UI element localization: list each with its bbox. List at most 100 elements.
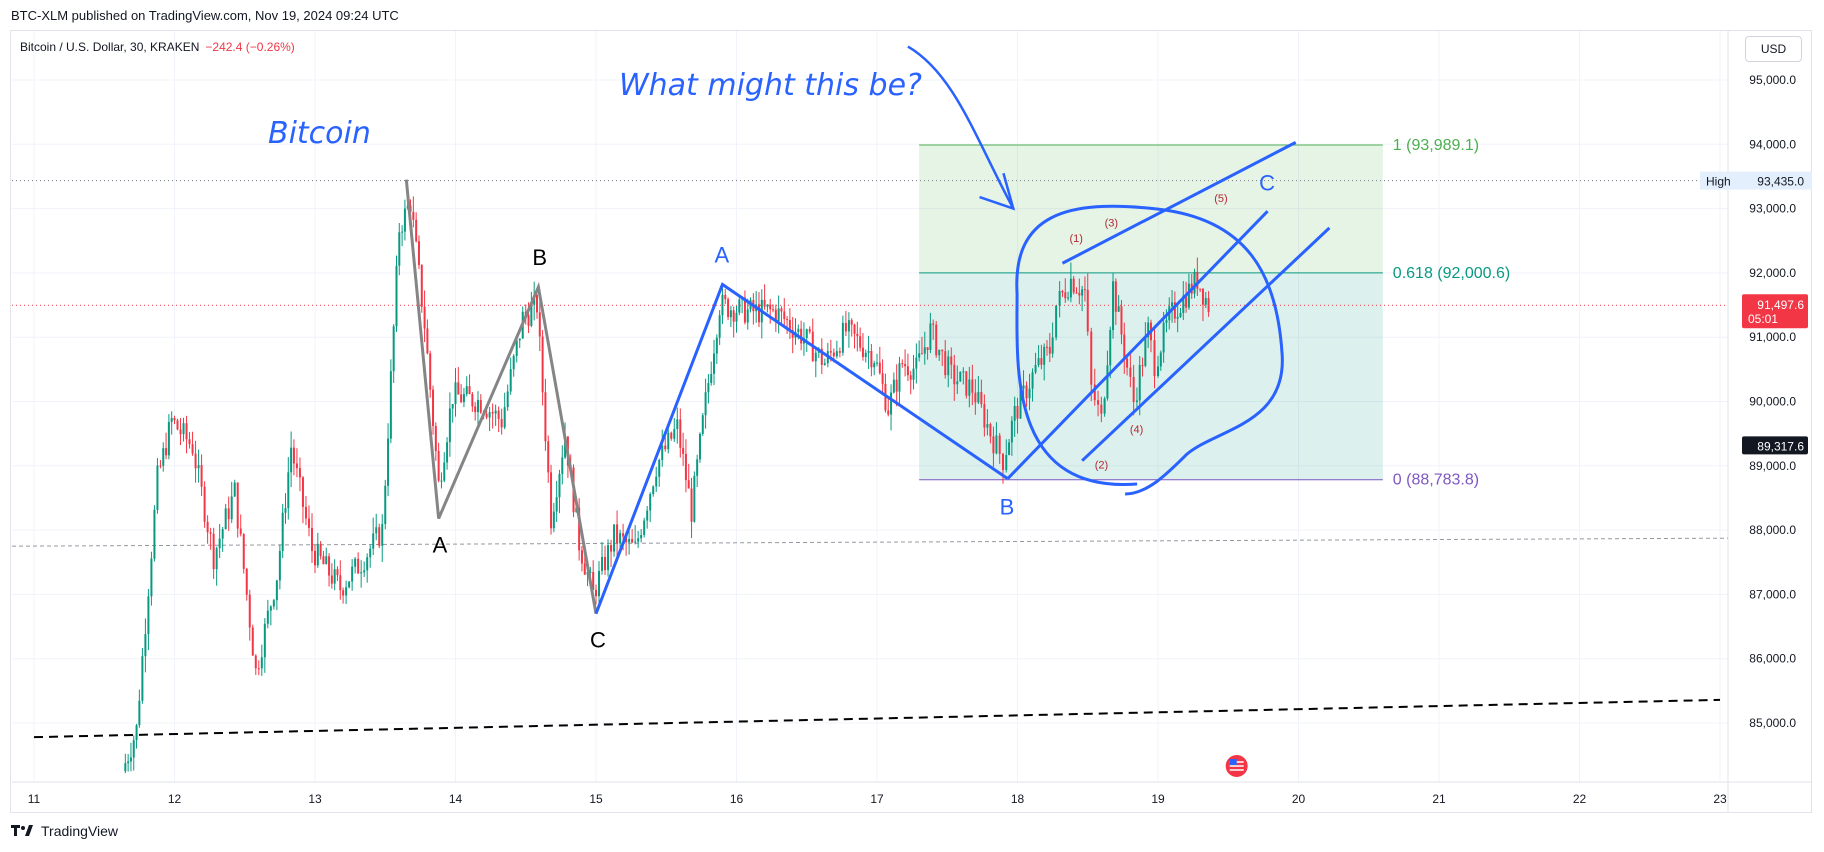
candle-body: [392, 326, 395, 372]
candle-body: [1086, 289, 1089, 332]
candle-body: [339, 575, 342, 591]
candle-body: [974, 392, 977, 403]
candle-body: [909, 375, 912, 380]
candle-body: [417, 241, 420, 265]
x-tick-label: 12: [168, 792, 182, 806]
candle-body: [200, 465, 203, 487]
candle-body: [892, 379, 895, 393]
candle-body: [138, 700, 141, 726]
candle-body: [512, 355, 515, 370]
candle-body: [1165, 320, 1168, 323]
candle-body: [1109, 330, 1112, 366]
candle-body: [348, 581, 351, 588]
candle-body: [251, 627, 254, 656]
candle-body: [1051, 337, 1054, 354]
candle-body: [124, 763, 127, 772]
candle-body: [829, 351, 832, 353]
candle-body: [509, 369, 512, 392]
candle-body: [738, 299, 741, 313]
y-tick-label: 87,000.0: [1749, 587, 1796, 601]
candle-body: [284, 508, 287, 513]
candle-body: [690, 488, 693, 522]
candle-body: [878, 362, 881, 374]
candle-body: [920, 353, 923, 355]
candle-body: [215, 548, 218, 570]
candle-body: [1126, 358, 1129, 368]
candle-body: [292, 447, 295, 464]
y-tick-label: 86,000.0: [1749, 652, 1796, 666]
candle-body: [488, 412, 491, 418]
candle-body: [476, 399, 479, 413]
high-value: 93,435.0: [1757, 175, 1804, 189]
subwave-label: (5): [1214, 193, 1227, 205]
candle-body: [704, 392, 707, 416]
candle-body: [667, 432, 670, 450]
candle-body: [598, 570, 601, 597]
candle-body: [141, 656, 144, 701]
y-tick-label: 93,000.0: [1749, 202, 1796, 216]
candle-body: [595, 589, 597, 597]
candle-body: [403, 208, 406, 232]
x-tick-label: 18: [1011, 792, 1025, 806]
candle-body: [147, 596, 150, 635]
candle-body: [1100, 404, 1103, 414]
candle-body: [357, 558, 360, 574]
freehand-arrowhead: [979, 172, 1016, 211]
candle-body: [1196, 271, 1199, 289]
candle-body: [162, 448, 165, 466]
candle-body: [372, 533, 375, 549]
candle-body: [1193, 271, 1196, 294]
candle-body: [239, 528, 242, 535]
candle-body: [676, 419, 679, 430]
candle-body: [732, 310, 735, 322]
bitcoin-title: Bitcoin: [268, 116, 371, 151]
candle-body: [298, 468, 301, 478]
candle-body: [808, 329, 811, 332]
candle-body: [867, 350, 870, 353]
candle-body: [935, 324, 938, 356]
candle-body: [1141, 365, 1144, 367]
currency-button[interactable]: USD: [1745, 36, 1802, 62]
x-tick-label: 15: [589, 792, 603, 806]
candle-body: [518, 338, 521, 341]
y-tick-label: 91,000.0: [1749, 330, 1796, 344]
candle-body: [506, 391, 509, 408]
x-tick-label: 23: [1713, 792, 1727, 806]
candle-body: [814, 352, 817, 362]
candle-body: [664, 445, 667, 450]
candle-body: [230, 496, 233, 520]
blue-abc-wave: [594, 282, 1009, 615]
candle-body: [304, 506, 307, 519]
candle-body: [901, 363, 904, 365]
support-dashed-line: [11, 537, 1729, 547]
candle-body: [1153, 340, 1156, 376]
candle-body: [555, 497, 558, 512]
candle-body: [503, 407, 506, 428]
candle-body: [375, 527, 378, 534]
candle-body: [895, 379, 898, 392]
candle-body: [1144, 337, 1147, 366]
candle-body: [962, 371, 965, 373]
candle-body: [670, 432, 673, 439]
candle-body: [652, 486, 655, 495]
candle-body: [835, 351, 838, 357]
candle-body: [1046, 346, 1049, 348]
candle-body: [440, 480, 443, 482]
candle-body: [968, 379, 971, 396]
candle-body: [295, 463, 298, 469]
candle-body: [622, 533, 625, 537]
candle-body: [1207, 298, 1210, 312]
candle-body: [838, 351, 841, 353]
freehand-circle: [1015, 204, 1284, 496]
x-tick-label: 19: [1151, 792, 1165, 806]
candle-body: [527, 315, 530, 326]
candle-body: [429, 353, 432, 390]
candle-body: [269, 606, 272, 611]
candle-body: [856, 333, 859, 337]
candle-body: [378, 527, 381, 546]
candle-body: [710, 373, 713, 383]
candle-body: [1187, 283, 1190, 308]
candle-body: [986, 424, 989, 428]
fib-level-label: 1 (93,989.1): [1393, 137, 1479, 154]
